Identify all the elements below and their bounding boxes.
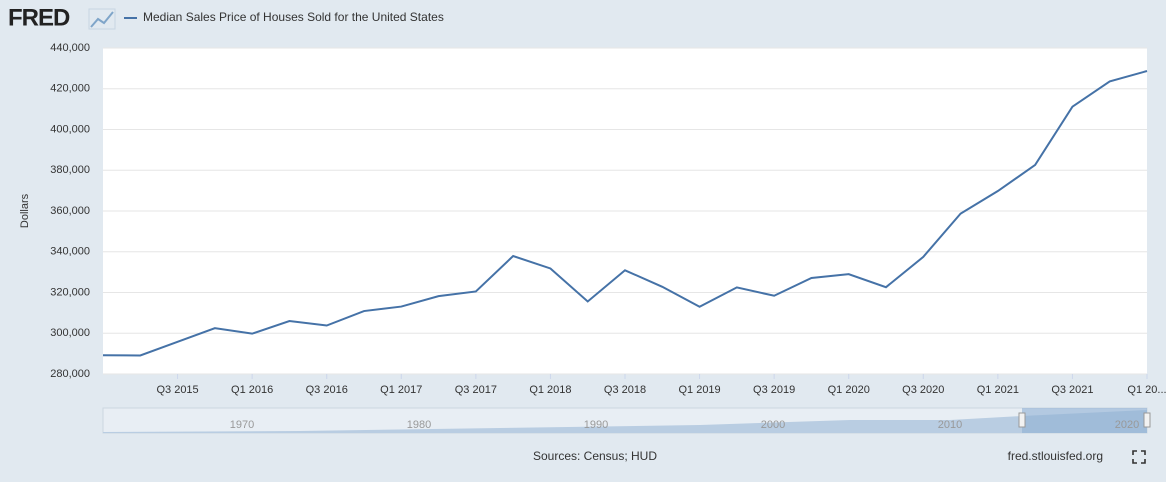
y-tick-label: 340,000: [50, 246, 90, 258]
navigator: 1970 1980 1990 2000 2010 2020: [102, 407, 1151, 434]
x-tick-label: Q1 2017: [380, 384, 422, 396]
x-tick-label: Q3 2018: [604, 384, 646, 396]
x-tick-label: Q1 2021: [977, 384, 1019, 396]
navigator-label: 1980: [407, 419, 431, 431]
logo: FRED: [8, 4, 70, 31]
y-tick-label: 300,000: [50, 327, 90, 339]
x-tick-label: Q1 20...: [1127, 384, 1166, 396]
logo-frame: [88, 8, 116, 30]
navigator-selection[interactable]: [1022, 408, 1147, 433]
y-tick-label: 400,000: [50, 123, 90, 135]
y-axis-title: Dollars: [19, 193, 31, 228]
navigator-label: 1970: [230, 419, 254, 431]
y-tick-label: 360,000: [50, 205, 90, 217]
x-tick-label: Q1 2016: [231, 384, 273, 396]
x-tick-label: Q1 2020: [828, 384, 870, 396]
site-link[interactable]: fred.stlouisfed.org: [1008, 449, 1103, 463]
x-tick-label: Q3 2015: [156, 384, 198, 396]
navigator-label: 1990: [584, 419, 608, 431]
legend-label: Median Sales Price of Houses Sold for th…: [143, 10, 444, 24]
x-tick-label: Q3 2016: [306, 384, 348, 396]
sources: Sources: Census; HUD: [533, 449, 657, 463]
navigator-handle[interactable]: [1018, 412, 1026, 428]
x-tick-label: Q3 2017: [455, 384, 497, 396]
navigator-label: 2020: [1115, 419, 1139, 431]
fullscreen-icon[interactable]: [1132, 450, 1146, 464]
y-tick-label: 280,000: [50, 368, 90, 380]
logo-icon: [90, 11, 114, 28]
y-tick-label: 380,000: [50, 164, 90, 176]
y-tick-label: 320,000: [50, 286, 90, 298]
navigator-area: [103, 410, 1147, 433]
navigator-label: 2000: [761, 419, 785, 431]
navigator-label: 2010: [938, 419, 962, 431]
navigator-handle[interactable]: [1143, 412, 1151, 428]
x-tick-label: Q3 2019: [753, 384, 795, 396]
x-tick-label: Q1 2018: [529, 384, 571, 396]
y-tick-label: 440,000: [50, 42, 90, 54]
data-line: [102, 70, 1148, 357]
y-tick-label: 420,000: [50, 83, 90, 95]
x-tick-label: Q3 2020: [902, 384, 944, 396]
x-tick-label: Q3 2021: [1051, 384, 1093, 396]
x-tick-label: Q1 2019: [678, 384, 720, 396]
